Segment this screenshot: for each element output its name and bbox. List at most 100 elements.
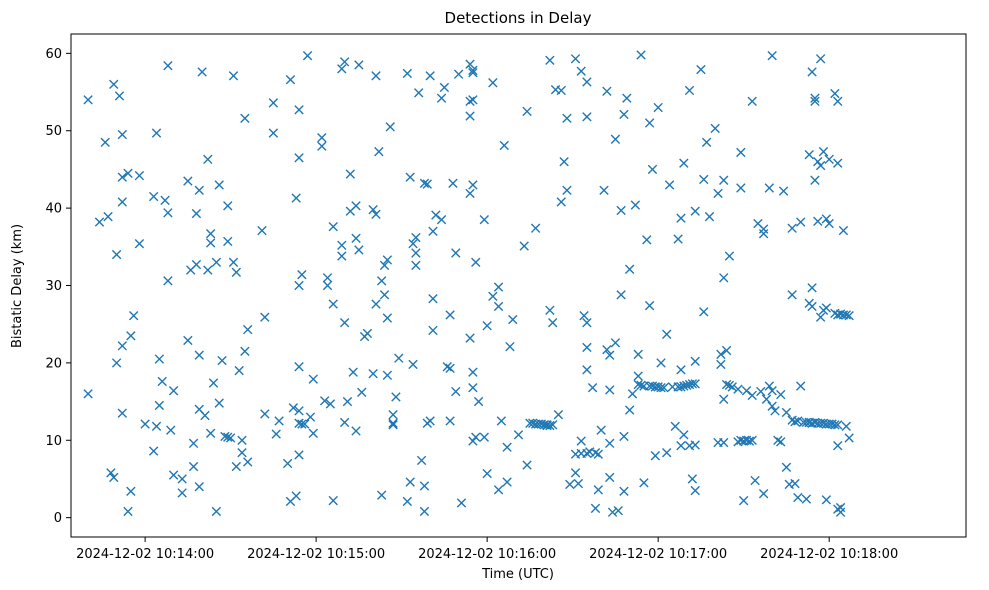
data-point	[838, 225, 849, 236]
data-point	[545, 305, 555, 315]
data-point	[747, 96, 757, 107]
data-point	[835, 502, 846, 513]
data-point	[428, 293, 438, 304]
data-point	[419, 506, 430, 517]
data-point	[240, 346, 250, 356]
data-point	[200, 410, 210, 421]
data-point	[724, 380, 735, 391]
data-point	[721, 345, 732, 356]
data-point	[205, 238, 216, 248]
data-point	[716, 359, 726, 370]
data-point	[681, 380, 692, 391]
data-point	[548, 420, 558, 430]
data-point	[610, 338, 621, 348]
data-point	[388, 420, 398, 430]
data-point	[807, 67, 817, 77]
data-point	[294, 406, 304, 416]
data-point	[394, 353, 404, 363]
data-point	[217, 355, 227, 366]
data-point	[274, 416, 284, 426]
data-point	[431, 210, 441, 220]
data-point	[633, 379, 643, 390]
data-point	[713, 188, 723, 199]
data-point	[183, 176, 193, 186]
data-point	[736, 183, 746, 193]
data-point	[379, 290, 390, 300]
data-point	[468, 367, 478, 377]
data-point	[465, 333, 475, 343]
data-point	[425, 416, 435, 426]
data-point	[488, 291, 498, 302]
data-point	[300, 419, 310, 429]
data-point	[134, 170, 145, 181]
data-point	[719, 273, 729, 283]
data-point	[633, 371, 643, 381]
data-point	[824, 218, 834, 229]
x-tick-label: 2024-12-02 10:17:00	[589, 547, 727, 562]
data-point	[570, 54, 581, 64]
data-point	[388, 418, 398, 428]
data-point	[294, 450, 304, 460]
data-point	[627, 389, 638, 399]
data-point	[699, 174, 709, 185]
data-point	[339, 317, 350, 328]
data-point	[696, 64, 706, 75]
data-point	[719, 394, 729, 404]
data-point	[821, 495, 832, 505]
data-point	[465, 59, 475, 69]
data-point	[243, 457, 253, 467]
data-point	[493, 301, 504, 312]
data-point	[228, 257, 239, 267]
data-point	[502, 442, 512, 452]
data-point	[117, 341, 128, 351]
data-point	[679, 430, 689, 440]
data-point	[505, 341, 515, 352]
data-point	[103, 211, 113, 222]
data-point	[348, 367, 358, 377]
data-point	[388, 410, 398, 420]
data-point	[243, 324, 253, 335]
data-point	[194, 350, 204, 360]
data-point	[317, 133, 327, 143]
data-point	[781, 407, 792, 418]
data-point	[687, 379, 698, 389]
y-tick-label: 30	[45, 279, 62, 294]
data-point	[522, 460, 532, 470]
data-point	[767, 50, 777, 61]
data-point	[422, 179, 432, 189]
data-point	[562, 113, 572, 124]
data-point	[445, 416, 455, 426]
data-point	[351, 201, 361, 211]
data-point	[582, 77, 592, 87]
data-point	[442, 362, 452, 372]
data-point	[368, 204, 378, 215]
data-point	[579, 310, 589, 321]
data-point	[448, 178, 458, 189]
data-point	[679, 381, 689, 391]
data-point	[830, 420, 840, 430]
data-points	[83, 50, 854, 517]
data-point	[790, 478, 800, 489]
data-point	[376, 276, 387, 286]
data-point	[559, 156, 569, 167]
data-point	[610, 134, 621, 144]
data-point	[684, 85, 695, 96]
data-point	[151, 128, 162, 138]
data-point	[260, 312, 270, 322]
data-point	[168, 470, 179, 480]
data-point	[656, 382, 666, 393]
data-point	[582, 448, 592, 459]
data-point	[522, 106, 532, 117]
data-point	[83, 389, 93, 399]
data-point	[319, 396, 330, 406]
data-point	[650, 451, 661, 461]
data-point	[154, 400, 165, 411]
data-point	[163, 276, 173, 286]
data-point	[747, 435, 757, 445]
chart-title: Detections in Delay	[445, 9, 592, 27]
data-point	[188, 461, 199, 472]
data-point	[719, 175, 729, 185]
data-point	[482, 468, 492, 479]
data-point	[562, 185, 572, 196]
data-point	[556, 197, 566, 207]
